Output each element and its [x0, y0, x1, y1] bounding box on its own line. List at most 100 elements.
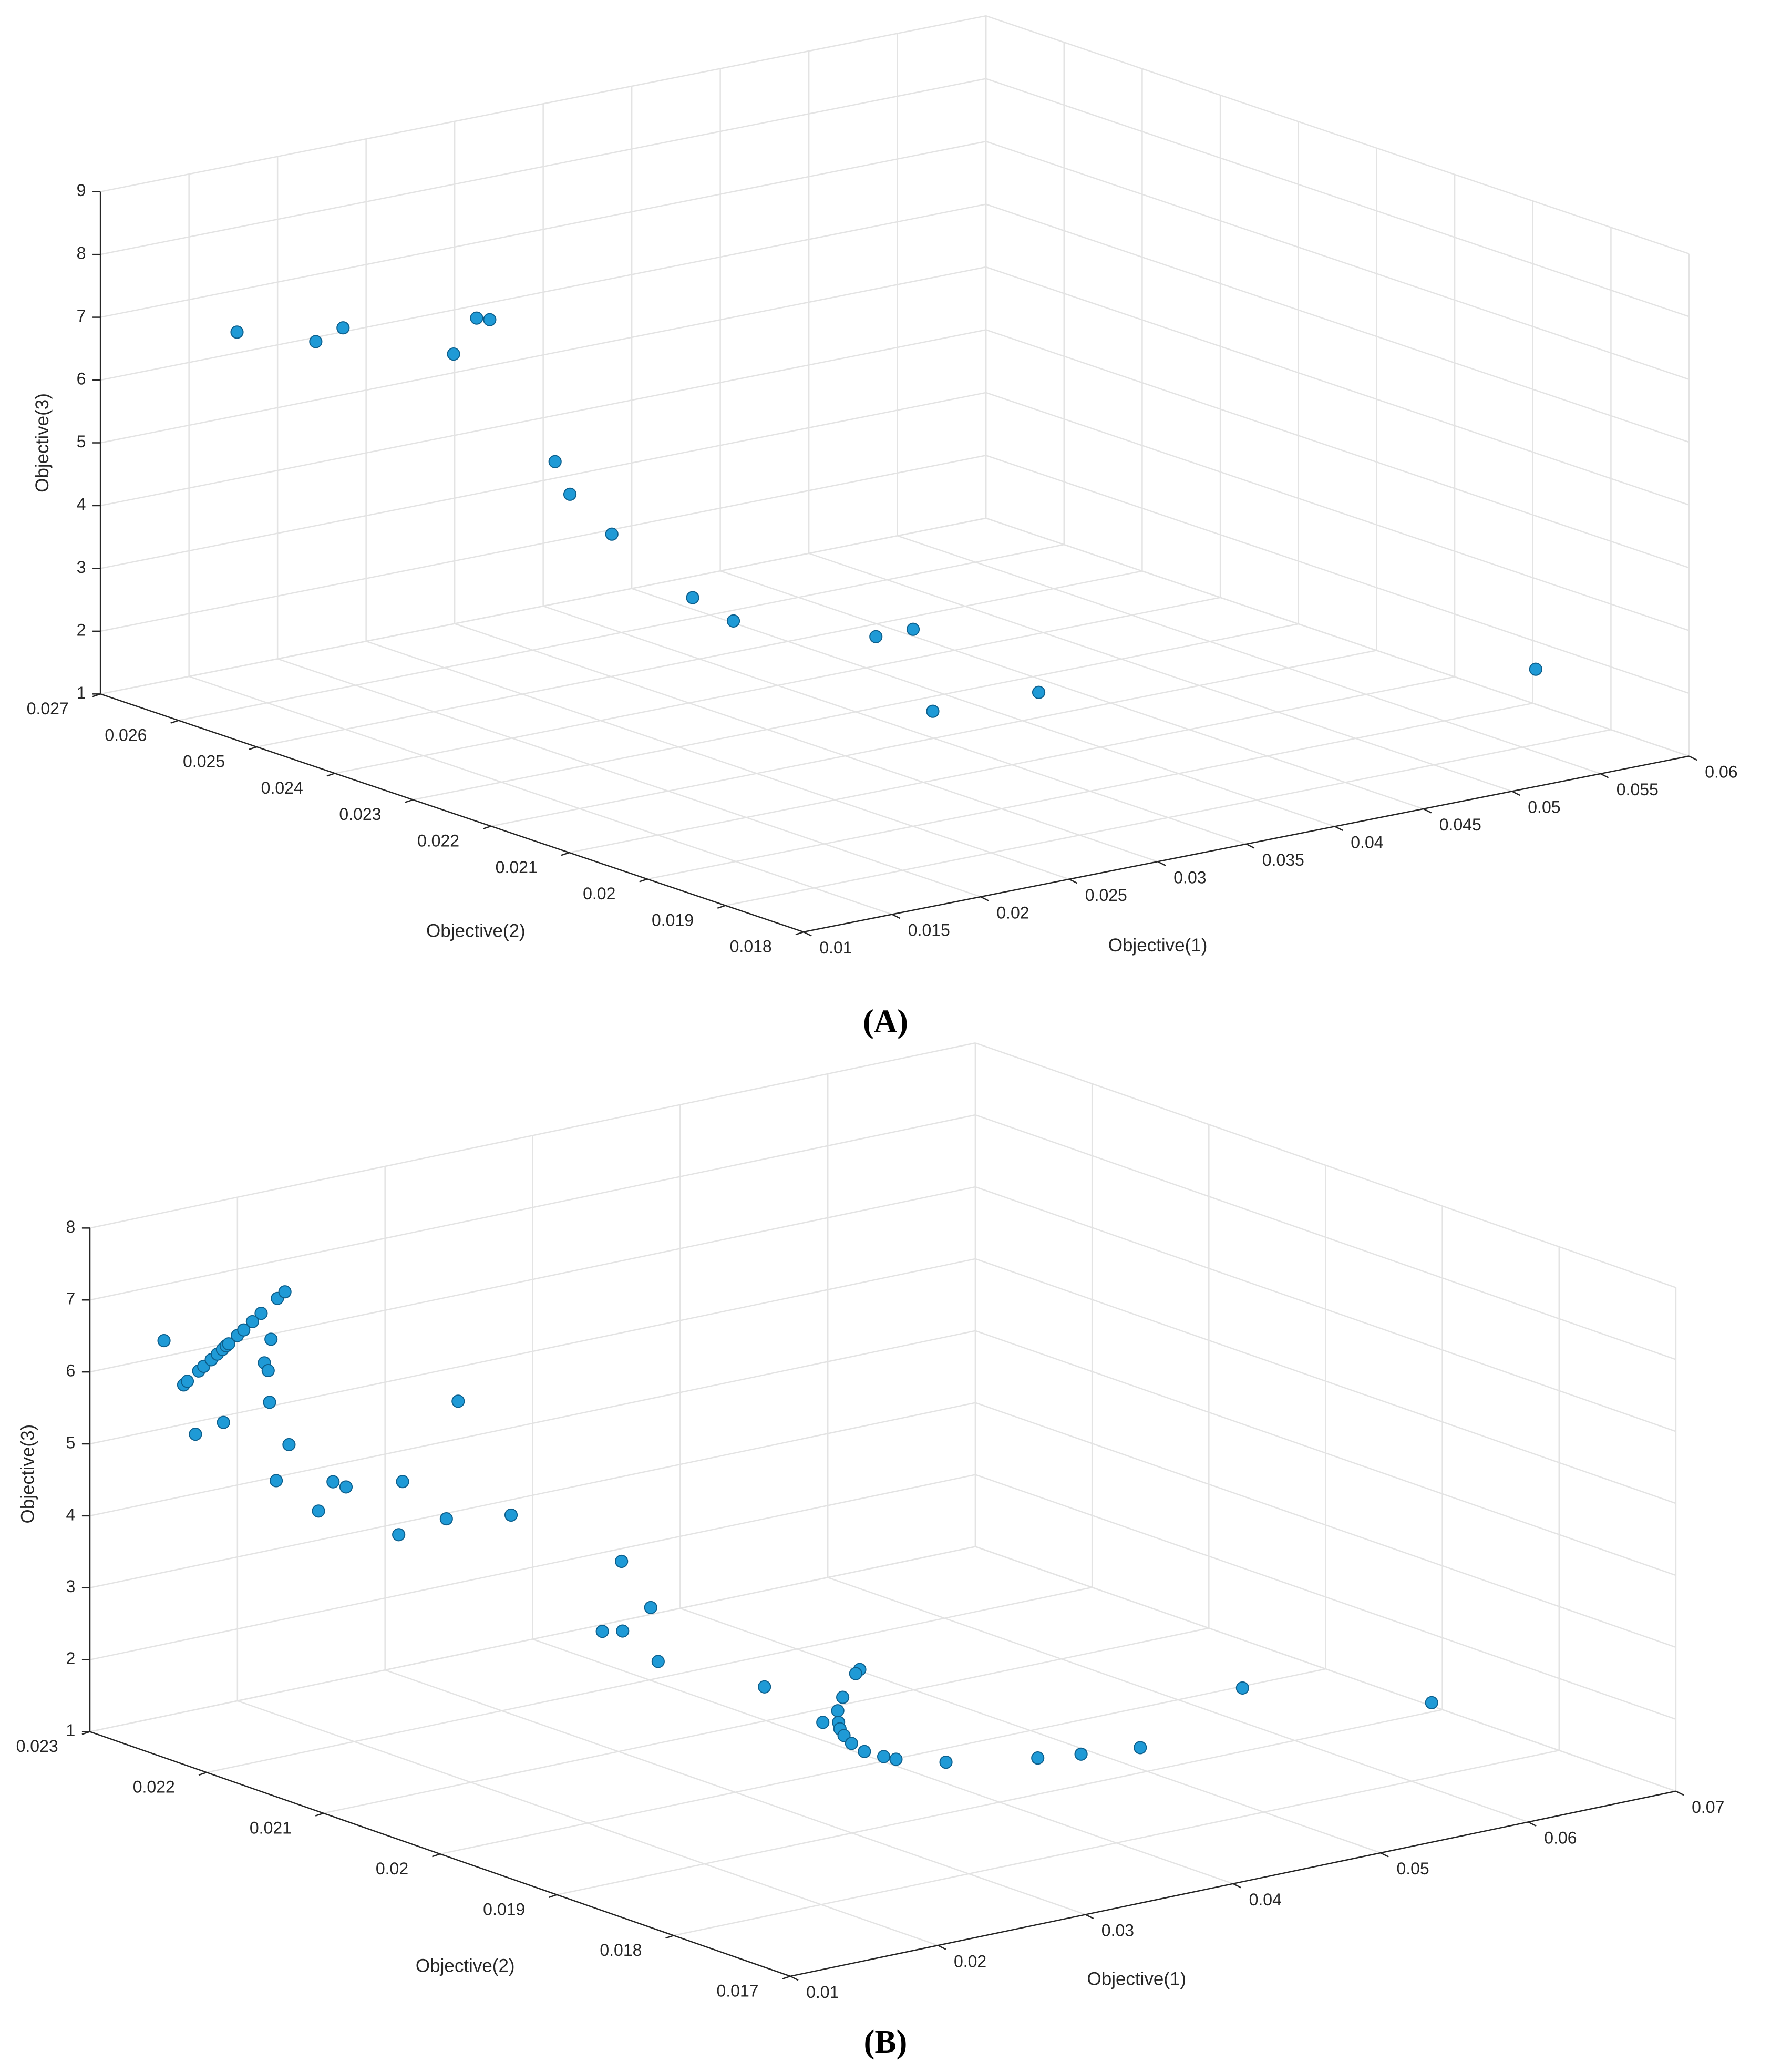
z-tick-label: 7: [66, 1289, 76, 1308]
z-tick-label: 2: [66, 1649, 76, 1668]
data-point: [396, 1475, 409, 1489]
panel-label: (B): [864, 2024, 908, 2060]
data-point: [447, 347, 460, 361]
tick-mark: [1688, 755, 1697, 761]
data-point: [1032, 685, 1046, 699]
y-axis: [100, 693, 804, 933]
tick-mark: [1380, 1852, 1389, 1858]
data-point: [1031, 1751, 1045, 1765]
x-axis-title: Objective(1): [1108, 935, 1208, 956]
data-point: [595, 1625, 609, 1638]
tick-mark: [1423, 808, 1432, 814]
y-tick-label: 0.023: [16, 1737, 58, 1756]
data-point: [1529, 662, 1542, 676]
y-axis-title: Objective(2): [416, 1955, 515, 1976]
y-tick-label: 0.022: [133, 1778, 175, 1797]
data-point: [230, 325, 244, 339]
data-point: [726, 614, 740, 628]
grid-line: [334, 597, 1221, 774]
tick-mark: [170, 720, 179, 724]
tick-mark: [1600, 773, 1609, 778]
grid-line: [89, 1330, 976, 1517]
data-point: [483, 313, 497, 326]
grid-line: [543, 605, 1247, 845]
x-tick-label: 0.04: [1249, 1890, 1282, 1909]
z-tick-label: 3: [66, 1577, 76, 1596]
y-tick-label: 0.026: [105, 725, 147, 744]
x-tick-label: 0.015: [908, 921, 950, 940]
data-point: [926, 704, 940, 718]
data-point: [563, 487, 577, 501]
data-point: [1074, 1747, 1088, 1761]
tick-mark: [1675, 1790, 1684, 1796]
data-point: [312, 1504, 325, 1518]
data-point: [263, 1396, 276, 1409]
data-point: [837, 1729, 851, 1742]
x-tick-label: 0.06: [1705, 763, 1737, 782]
z-tick-label: 8: [66, 1217, 76, 1236]
x-axis-title: Objective(1): [1087, 1969, 1187, 1989]
y-tick-label: 0.018: [600, 1941, 642, 1960]
tick-mark: [665, 1935, 674, 1939]
y-tick-label: 0.023: [339, 805, 381, 824]
grid-line: [720, 570, 1424, 810]
y-tick-label: 0.024: [261, 778, 303, 797]
z-tick-label: 7: [77, 306, 86, 325]
grid-line: [277, 658, 981, 898]
z-axis-title: Objective(3): [32, 393, 53, 493]
data-point: [605, 527, 619, 541]
x-tick-label: 0.01: [806, 1983, 839, 2002]
grid-line: [100, 455, 986, 632]
z-tick-label: 3: [77, 558, 86, 577]
grid-line: [100, 15, 986, 192]
data-point: [264, 1332, 278, 1346]
data-point: [278, 1285, 292, 1299]
x-tick-label: 0.045: [1439, 815, 1481, 834]
z-tick-label: 6: [66, 1361, 76, 1380]
grid-line: [100, 517, 986, 695]
z-tick-label: 5: [77, 432, 86, 451]
data-point: [245, 1315, 259, 1328]
data-point: [889, 1752, 903, 1766]
data-point: [254, 1307, 268, 1320]
grid-line: [985, 15, 1690, 255]
grid-line: [256, 570, 1142, 748]
grid-line: [985, 455, 1690, 694]
data-point: [615, 1554, 629, 1568]
data-point: [906, 622, 920, 636]
data-point: [845, 1737, 858, 1750]
panel-label: (A): [863, 1003, 908, 1039]
grid-line: [323, 1627, 1209, 1814]
tick-mark: [892, 914, 901, 919]
grid-line: [569, 676, 1455, 854]
y-tick-label: 0.019: [483, 1900, 525, 1919]
grid-line: [897, 535, 1601, 775]
tick-mark: [1069, 878, 1078, 884]
grid-line: [985, 266, 1690, 506]
grid-line: [89, 1546, 976, 1732]
z-tick-label: 4: [66, 1505, 76, 1524]
data-point: [261, 1363, 275, 1378]
z-tick-label: 5: [66, 1433, 76, 1452]
x-tick-label: 0.02: [996, 903, 1029, 922]
grid-line: [100, 203, 986, 381]
grid-line: [985, 140, 1690, 380]
y-tick-label: 0.021: [496, 858, 538, 877]
x-tick-label: 0.03: [1101, 1921, 1134, 1940]
data-point: [309, 335, 323, 348]
y-tick-label: 0.02: [583, 884, 615, 903]
data-point: [392, 1528, 406, 1542]
data-point: [858, 1745, 871, 1758]
grid-line: [178, 543, 1065, 721]
tick-mark: [561, 852, 570, 856]
tick-mark: [795, 931, 804, 936]
tick-mark: [782, 1975, 791, 1980]
data-point: [836, 1690, 850, 1704]
data-point: [222, 1337, 235, 1351]
data-point: [270, 1474, 283, 1488]
grid-line: [975, 1258, 1676, 1504]
z-tick-label: 1: [77, 683, 86, 702]
tick-mark: [198, 1771, 207, 1776]
